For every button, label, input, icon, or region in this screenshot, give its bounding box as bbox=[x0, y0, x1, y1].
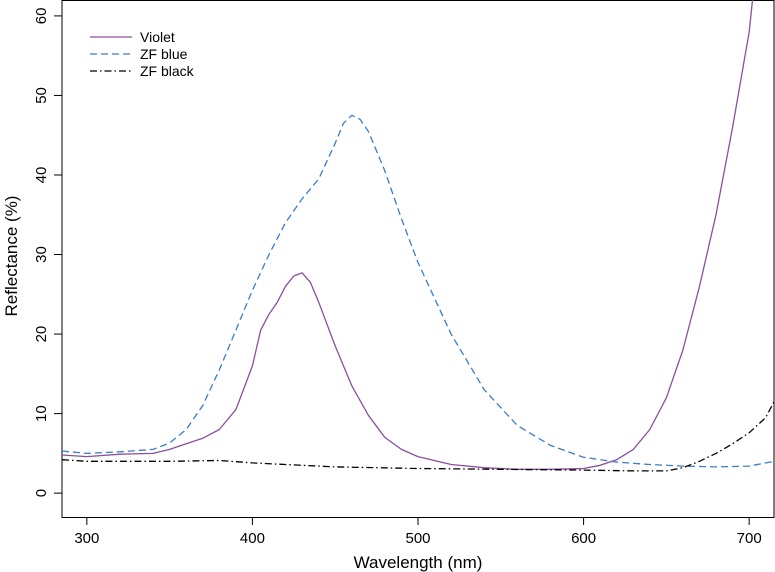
series-line-violet bbox=[62, 0, 754, 470]
axes: 300 400 500 600 700 0 10 20 30 40 50 60 bbox=[33, 0, 775, 547]
y-tick-label: 30 bbox=[33, 246, 50, 263]
legend-label-zf-black: ZF black bbox=[140, 63, 195, 79]
series-line-zf-black bbox=[62, 401, 774, 472]
x-tick-label: 400 bbox=[240, 530, 265, 547]
x-tick-label: 300 bbox=[74, 530, 99, 547]
legend-label-zf-blue: ZF blue bbox=[140, 46, 188, 62]
legend-label-violet: Violet bbox=[140, 29, 175, 45]
x-tick-label: 500 bbox=[405, 530, 430, 547]
y-tick-label: 10 bbox=[33, 405, 50, 422]
x-tick-label: 600 bbox=[571, 530, 596, 547]
series-layer bbox=[62, 0, 774, 472]
y-tick-label: 40 bbox=[33, 167, 50, 184]
x-axis-title: Wavelength (nm) bbox=[354, 553, 483, 572]
x-tick-label: 700 bbox=[737, 530, 762, 547]
series-line-zf-blue bbox=[62, 114, 774, 468]
y-tick-label: 20 bbox=[33, 326, 50, 343]
y-tick-label: 0 bbox=[33, 489, 50, 497]
y-tick-label: 50 bbox=[33, 87, 50, 104]
y-tick-label: 60 bbox=[33, 8, 50, 25]
y-axis-title: Reflectance (%) bbox=[2, 196, 21, 317]
